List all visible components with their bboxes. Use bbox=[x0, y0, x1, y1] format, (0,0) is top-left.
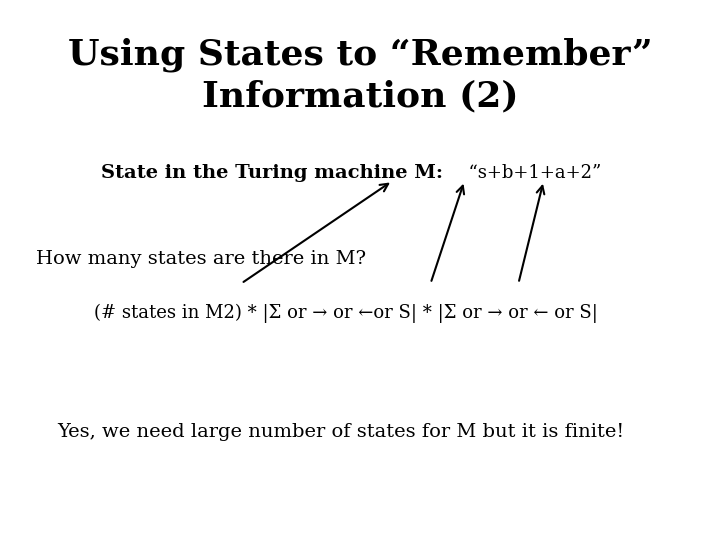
Text: Yes, we need large number of states for M but it is finite!: Yes, we need large number of states for … bbox=[58, 423, 625, 441]
Text: How many states are there in M?: How many states are there in M? bbox=[36, 250, 366, 268]
Text: State in the Turing machine M:: State in the Turing machine M: bbox=[101, 164, 443, 182]
Text: (# states in M2) * |Σ or → or ←or S| * |Σ or → or ← or S|: (# states in M2) * |Σ or → or ←or S| * |… bbox=[94, 303, 598, 323]
Text: Using States to “Remember”
Information (2): Using States to “Remember” Information (… bbox=[68, 38, 652, 113]
Text: “s+b+1+a+2”: “s+b+1+a+2” bbox=[457, 164, 602, 182]
